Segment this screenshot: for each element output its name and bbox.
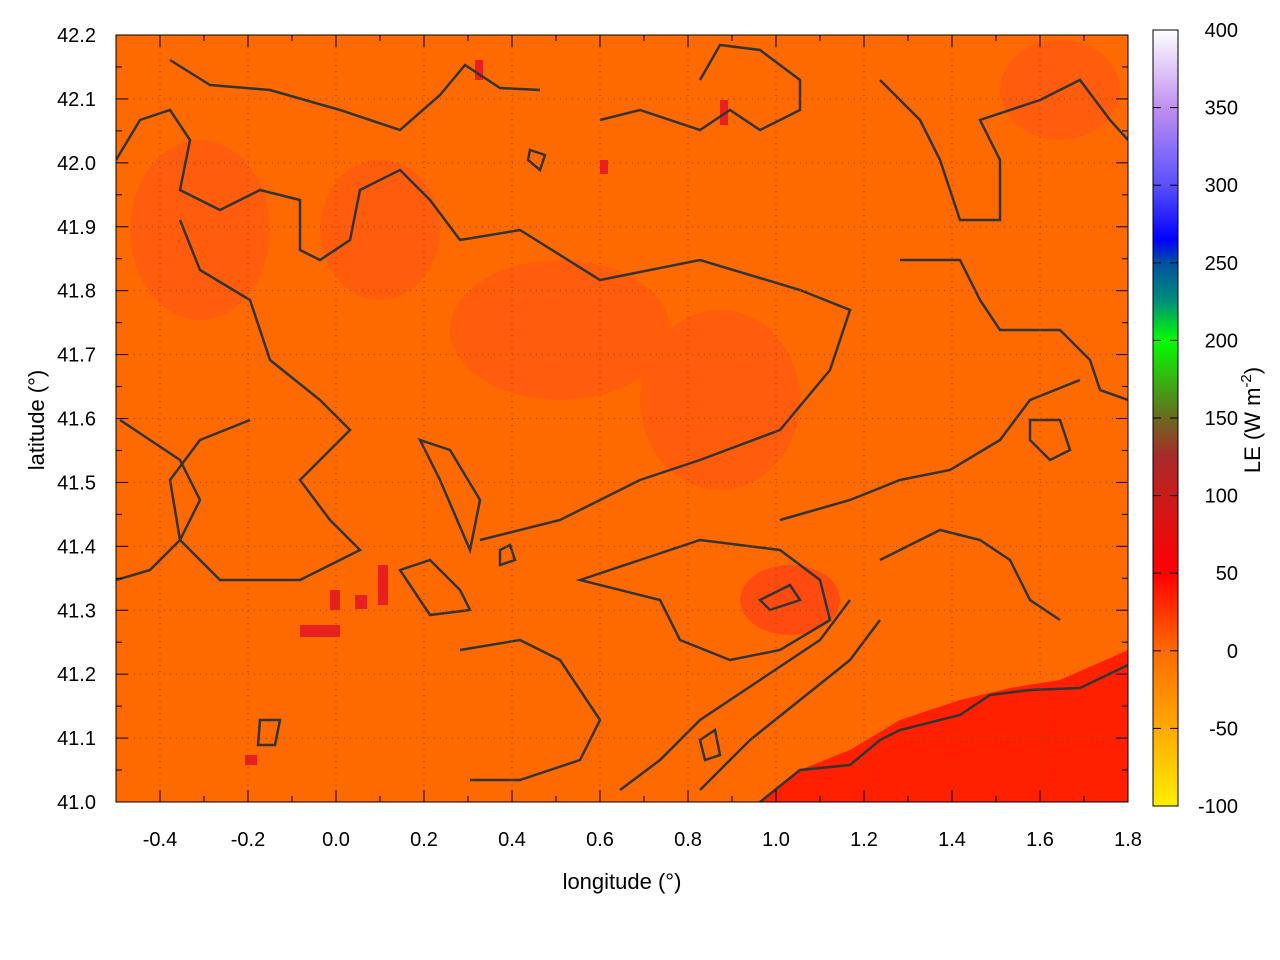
x-tick-label: 1.6 [1026, 829, 1054, 851]
colorbar-ticks [1153, 29, 1178, 807]
x-tick-labels: -0.4 -0.2 0.0 0.2 0.4 0.6 0.8 1.0 1.2 1.4 1.6 1.8 [143, 829, 1142, 851]
axis-ticks [116, 34, 1129, 803]
colorbar-tick-label: 0 [1227, 641, 1238, 663]
x-tick-label: 0.6 [586, 829, 614, 851]
y-tick-label: 41.8 [57, 281, 96, 303]
y-tick-label: 41.2 [57, 664, 96, 686]
x-tick-label: -0.4 [143, 829, 177, 851]
x-axis-label: longitude (°) [563, 869, 682, 894]
x-tick-label: -0.2 [231, 829, 265, 851]
colorbar-label: LE (W m-2) [1238, 367, 1265, 473]
contour-lines [116, 43, 1128, 802]
colorbar-tick-label: 200 [1205, 330, 1238, 352]
y-tick-label: 41.6 [57, 409, 96, 431]
x-tick-label: 1.8 [1114, 829, 1142, 851]
colorbar-tick-label: 300 [1205, 175, 1238, 197]
x-tick-label: 0.4 [498, 829, 526, 851]
y-tick-label: 41.3 [57, 600, 96, 622]
y-tick-label: 42.2 [57, 25, 96, 47]
y-tick-labels: 41.0 41.1 41.2 41.3 41.4 41.5 41.6 41.7 41.8 41.9… [57, 25, 96, 814]
x-tick-label: 0.2 [410, 829, 438, 851]
x-tick-label: 1.2 [850, 829, 878, 851]
colorbar: -100 -50 0 50 100 150 200 250 300 350 400 LE (W m-… [1152, 20, 1265, 818]
colorbar-tick-label: 400 [1205, 20, 1238, 42]
heatmap-background [116, 35, 1128, 802]
y-tick-label: 42.0 [57, 153, 96, 175]
colorbar-tick-label: -50 [1209, 718, 1238, 740]
x-tick-label: 0.0 [322, 829, 350, 851]
y-tick-label: 42.1 [57, 89, 96, 111]
colorbar-tick-labels: -100 -50 0 50 100 150 200 250 300 350 400 [1198, 20, 1238, 818]
colorbar-tick-label: 50 [1216, 563, 1238, 585]
colorbar-tick-label: -100 [1198, 796, 1238, 818]
y-axis-label: latitude (°) [24, 370, 49, 471]
colorbar-tick-label: 250 [1205, 253, 1238, 275]
heatmap-field [116, 35, 1128, 802]
y-tick-label: 41.7 [57, 345, 96, 367]
y-tick-label: 41.4 [57, 536, 96, 558]
y-tick-label: 41.5 [57, 472, 96, 494]
x-tick-label: 1.4 [938, 829, 966, 851]
colorbar-tick-label: 150 [1205, 408, 1238, 430]
colorbar-tick-label: 100 [1205, 486, 1238, 508]
y-tick-label: 41.1 [57, 728, 96, 750]
y-tick-label: 41.9 [57, 217, 96, 239]
y-tick-label: 41.0 [57, 792, 96, 814]
x-tick-label: 0.8 [674, 829, 702, 851]
red-patch [740, 565, 840, 635]
x-tick-label: 1.0 [762, 829, 790, 851]
grid-lines [116, 35, 1128, 802]
colorbar-tick-label: 350 [1205, 98, 1238, 120]
